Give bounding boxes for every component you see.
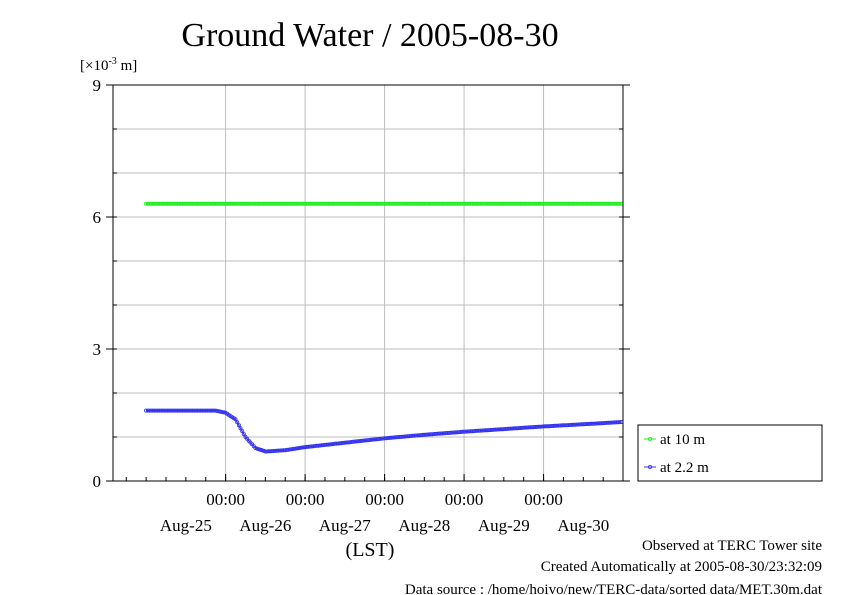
plot-frame bbox=[112, 84, 624, 482]
x-time-label: 00:00 bbox=[524, 490, 563, 509]
y-unit-prefix: [×10 bbox=[80, 58, 108, 74]
x-time-label: 00:00 bbox=[286, 490, 325, 509]
y-tick-label: 3 bbox=[93, 340, 102, 359]
legend-label-2-2m: at 2.2 m bbox=[660, 460, 709, 476]
data-point bbox=[233, 417, 238, 422]
legend-box bbox=[637, 424, 823, 482]
footer-observed-site: Observed at TERC Tower site bbox=[642, 538, 822, 554]
chart-title: Ground Water / 2005-08-30 bbox=[181, 17, 558, 54]
grid-lines bbox=[113, 85, 623, 481]
data-point bbox=[617, 201, 622, 206]
legend-label-10m: at 10 m bbox=[660, 432, 705, 448]
legend: at 10 m at 2.2 m bbox=[637, 424, 823, 482]
y-tick-label: 6 bbox=[93, 208, 102, 227]
x-date-label: Aug-26 bbox=[239, 516, 291, 535]
series-group bbox=[144, 201, 624, 454]
footer-data-source: Data source : /home/hoivo/new/TERC-data/… bbox=[405, 582, 823, 595]
x-tick-labels: 00:00 00:00 00:00 00:00 00:00 Aug-25 Aug-26 Aug… bbox=[160, 490, 609, 535]
data-point bbox=[617, 420, 622, 425]
series-line-1 bbox=[146, 410, 622, 453]
axis-ticks bbox=[106, 84, 630, 482]
data-point bbox=[238, 426, 243, 431]
x-time-label: 00:00 bbox=[206, 490, 245, 509]
data-point bbox=[235, 420, 240, 425]
x-date-label: Aug-27 bbox=[319, 516, 371, 535]
y-unit-exponent: -3 bbox=[108, 56, 116, 67]
footer-created-timestamp: Created Automatically at 2005-08-30/23:3… bbox=[541, 559, 822, 575]
series-markers-0 bbox=[144, 201, 624, 206]
legend-marker-2-2m bbox=[648, 464, 653, 469]
y-tick-labels: 0 3 6 9 bbox=[93, 76, 102, 491]
x-axis-label: (LST) bbox=[346, 539, 395, 561]
series-markers-1 bbox=[144, 408, 624, 454]
x-date-label: Aug-28 bbox=[398, 516, 450, 535]
x-date-label: Aug-29 bbox=[478, 516, 530, 535]
data-point bbox=[241, 432, 246, 437]
x-date-label: Aug-25 bbox=[160, 516, 212, 535]
data-point bbox=[236, 423, 241, 428]
x-date-label: Aug-30 bbox=[557, 516, 609, 535]
y-tick-label: 9 bbox=[93, 76, 102, 95]
y-tick-label: 0 bbox=[93, 472, 102, 491]
y-axis-unit-label: [×10-3 m] bbox=[80, 56, 137, 74]
x-time-label: 00:00 bbox=[365, 490, 404, 509]
legend-marker-10m bbox=[648, 436, 653, 441]
y-unit-suffix: m] bbox=[117, 58, 137, 74]
x-time-label: 00:00 bbox=[445, 490, 484, 509]
data-point bbox=[221, 410, 226, 415]
data-point bbox=[240, 429, 245, 434]
